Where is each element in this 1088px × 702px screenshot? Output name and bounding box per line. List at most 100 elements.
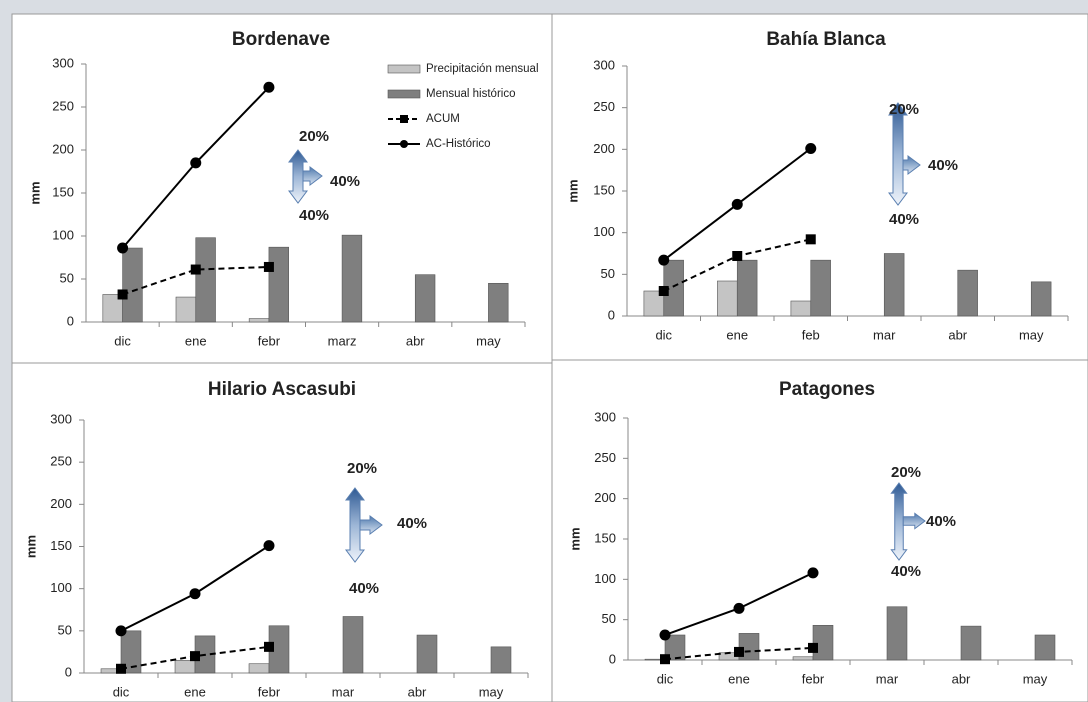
- annotation: 20%: [889, 101, 919, 118]
- y-tick-label: 150: [50, 538, 72, 553]
- bar: [1030, 281, 1052, 317]
- bar: [957, 269, 978, 317]
- x-tick-label: may: [479, 684, 504, 699]
- x-tick-label: dic: [114, 333, 131, 348]
- marker: [732, 251, 743, 261]
- x-tick-label: abr: [952, 671, 971, 686]
- y-tick-label: 50: [602, 611, 616, 626]
- marker: [731, 198, 743, 210]
- legend-label: Precipitación mensual: [426, 63, 539, 75]
- marker: [264, 641, 274, 652]
- x-tick-label: ene: [726, 327, 748, 342]
- bar: [174, 660, 196, 674]
- x-tick-label: ene: [184, 684, 206, 699]
- y-tick-label: 0: [608, 307, 615, 322]
- legend-marker: [400, 140, 408, 148]
- y-tick-label: 300: [50, 411, 72, 426]
- annotation: 20%: [347, 460, 377, 477]
- marker: [190, 651, 200, 662]
- bar: [342, 616, 364, 674]
- bar: [416, 634, 438, 674]
- bar: [341, 234, 363, 323]
- arrow: [288, 149, 308, 204]
- y-tick-label: 0: [65, 664, 72, 679]
- arrow: [890, 482, 908, 561]
- chart-title: Patagones: [779, 379, 875, 400]
- bar: [790, 300, 812, 317]
- marker: [808, 642, 818, 653]
- y-tick-label: 250: [594, 450, 616, 465]
- y-tick-label: 250: [50, 454, 72, 469]
- x-tick-label: abr: [406, 333, 425, 348]
- y-tick-label: 150: [52, 184, 74, 199]
- chart-title: Bahía Blanca: [766, 29, 886, 50]
- annotation: 20%: [891, 464, 921, 481]
- x-tick-label: febr: [258, 684, 281, 699]
- arrow: [888, 102, 908, 206]
- y-tick-label: 50: [60, 270, 74, 285]
- bar: [414, 274, 436, 323]
- x-tick-label: may: [476, 333, 501, 348]
- y-axis-label: mm: [23, 535, 38, 558]
- y-tick-label: 200: [50, 496, 72, 511]
- marker: [659, 629, 671, 641]
- bar: [810, 259, 831, 317]
- bar: [883, 253, 905, 317]
- marker: [117, 289, 128, 300]
- x-tick-label: dic: [655, 327, 672, 342]
- marker: [263, 261, 274, 272]
- marker: [658, 286, 669, 296]
- marker: [733, 602, 745, 614]
- marker: [658, 254, 670, 266]
- y-axis-label: mm: [565, 179, 580, 202]
- x-tick-label: mar: [332, 684, 355, 699]
- annotation: 20%: [299, 128, 329, 145]
- marker: [190, 157, 202, 169]
- x-tick-label: abr: [408, 684, 427, 699]
- y-tick-label: 50: [601, 266, 615, 281]
- y-tick-label: 100: [50, 580, 72, 595]
- marker: [189, 588, 201, 600]
- annotation: 40%: [889, 211, 919, 228]
- bar: [736, 259, 758, 317]
- y-tick-label: 200: [52, 141, 74, 156]
- bar: [195, 237, 216, 323]
- y-tick-label: 150: [594, 530, 616, 545]
- bar: [1034, 634, 1056, 661]
- bar: [717, 280, 738, 317]
- legend-label: Mensual histórico: [426, 88, 515, 100]
- x-tick-label: ene: [728, 671, 750, 686]
- marker: [117, 242, 129, 254]
- annotation: 40%: [926, 513, 956, 530]
- arrow: [302, 166, 323, 186]
- x-tick-label: may: [1023, 671, 1048, 686]
- y-tick-label: 100: [52, 227, 74, 242]
- bar: [120, 630, 142, 674]
- x-tick-label: febr: [258, 333, 281, 348]
- y-tick-label: 50: [58, 622, 72, 637]
- x-tick-label: feb: [802, 327, 820, 342]
- x-tick-label: may: [1019, 327, 1044, 342]
- x-tick-label: mar: [873, 327, 896, 342]
- x-tick-label: ene: [185, 333, 207, 348]
- annotation: 40%: [397, 515, 427, 532]
- y-tick-label: 0: [67, 313, 74, 328]
- bar: [490, 646, 512, 674]
- y-tick-label: 200: [593, 141, 615, 156]
- bar: [175, 296, 197, 323]
- y-tick-label: 250: [52, 98, 74, 113]
- y-tick-label: 100: [594, 571, 616, 586]
- marker: [805, 143, 817, 154]
- legend-marker: [400, 115, 408, 123]
- annotation: 40%: [330, 173, 360, 190]
- legend-label: AC-Histórico: [426, 138, 491, 150]
- annotation: 40%: [349, 580, 379, 597]
- y-axis-label: mm: [567, 527, 582, 550]
- y-axis-label: mm: [27, 181, 42, 204]
- chart-title: Bordenave: [232, 29, 330, 50]
- x-tick-label: marz: [328, 333, 357, 348]
- bar: [248, 663, 270, 674]
- x-tick-label: mar: [876, 671, 899, 686]
- arrow: [902, 512, 926, 530]
